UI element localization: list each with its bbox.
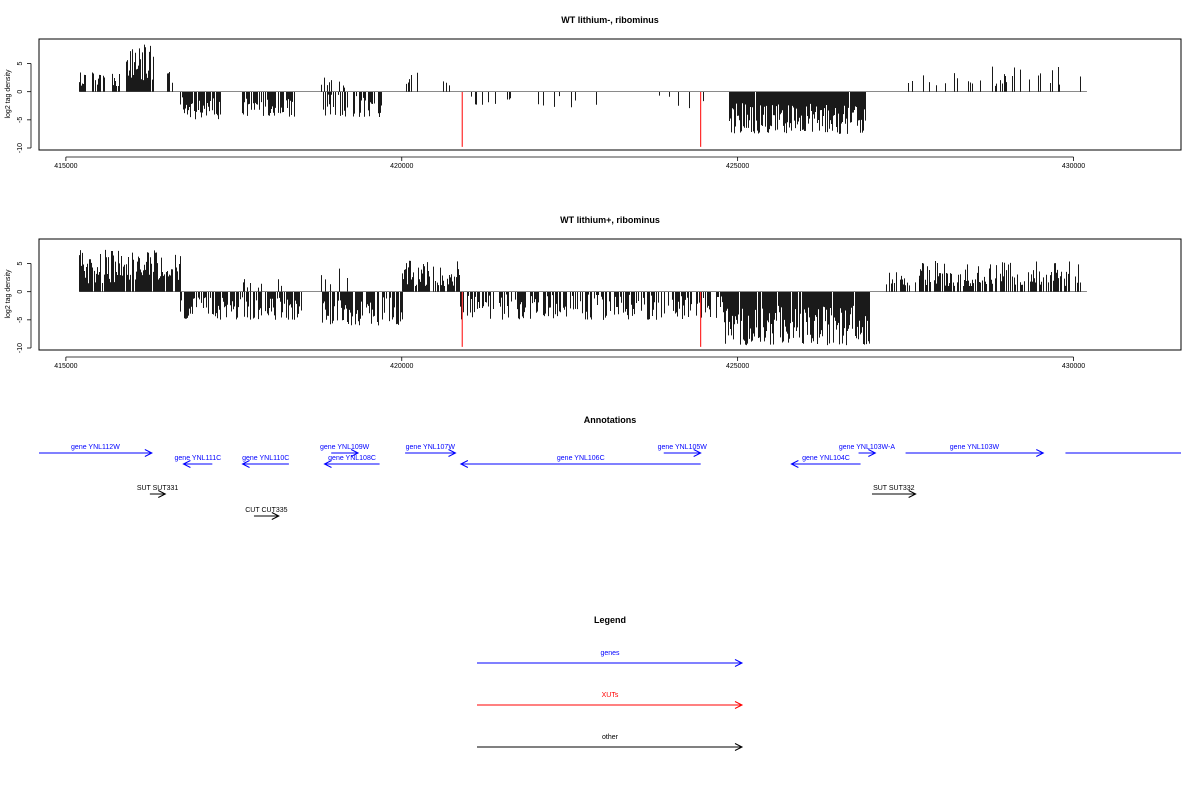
track-title: WT lithium+, ribominus xyxy=(560,215,660,225)
legend-entry-xut: XUTs xyxy=(477,692,744,709)
feature-label: gene YNL103W-A xyxy=(839,444,895,451)
track-panel-lithium-minus: WT lithium-, ribominus log2 tag density … xyxy=(5,15,1182,170)
feature-gene-ynl111c: gene YNL111C xyxy=(175,455,222,468)
y-tick-label: 5 xyxy=(17,61,24,65)
feature-gene-ynl109w: gene YNL109W xyxy=(320,444,370,457)
y-tick-label: -5 xyxy=(17,317,24,323)
arrow-head xyxy=(1036,449,1045,457)
y-axis: -10 -5 0 5 xyxy=(17,261,32,353)
arrow-head xyxy=(323,460,332,468)
track-title: WT lithium-, ribominus xyxy=(561,15,659,25)
feature-cut-cut335: CUT CUT335 xyxy=(245,507,288,520)
legend-entries: genes XUTs other xyxy=(477,650,744,751)
arrow-head xyxy=(182,460,191,468)
feature-label: gene YNL112W xyxy=(71,444,120,451)
feature-label: SUT SUT331 xyxy=(137,485,179,492)
feature-gene-ynl106c: gene YNL106C xyxy=(459,455,701,468)
x-axis: 415000 420000 425000 430000 xyxy=(54,156,1085,170)
arrow-head xyxy=(734,743,744,751)
xut-marks xyxy=(461,91,702,147)
arrow-head xyxy=(734,659,744,667)
x-tick-label: 425000 xyxy=(726,363,749,370)
track-panel-lithium-plus: WT lithium+, ribominus log2 tag density … xyxy=(5,215,1182,370)
legend-label: genes xyxy=(600,650,620,657)
feature-label: SUT SUT332 xyxy=(873,485,915,492)
feature-gene-ynl103w: gene YNL103W xyxy=(905,444,1045,457)
legend-label: other xyxy=(602,734,619,741)
feature-label: gene YNL107W xyxy=(406,444,456,451)
feature-label: gene YNL108C xyxy=(328,455,376,462)
arrow-head xyxy=(734,701,744,709)
feature-label: gene YNL109W xyxy=(320,444,370,451)
feature-gene-ynl107w: gene YNL107W xyxy=(405,444,457,457)
x-tick-label: 415000 xyxy=(54,163,77,170)
y-tick-label: -10 xyxy=(17,343,24,353)
y-axis-label: log2 tag density xyxy=(5,269,12,319)
x-tick-label: 430000 xyxy=(1062,163,1085,170)
legend: Legend genes XUTs other xyxy=(477,615,744,751)
y-tick-label: -5 xyxy=(17,117,24,123)
feature-label: gene YNL105W xyxy=(658,444,708,451)
arrow-head xyxy=(350,449,360,457)
arrow-head xyxy=(448,449,457,457)
y-axis: -10 -5 0 5 xyxy=(17,61,32,153)
y-axis-label: log2 tag density xyxy=(5,69,12,119)
arrow-head xyxy=(271,512,280,520)
x-tick-label: 420000 xyxy=(390,163,413,170)
plot-frame xyxy=(38,38,1182,151)
arrow-head xyxy=(908,490,917,498)
feature-list: gene YNL112W gene YNL111C gene YNL110C gene… xyxy=(39,444,1181,520)
x-tick-label: 415000 xyxy=(54,363,77,370)
feature-label: gene YNL110C xyxy=(242,455,289,462)
xut-marks xyxy=(461,291,702,347)
signal-bars xyxy=(79,44,1081,134)
x-axis: 415000 420000 425000 430000 xyxy=(54,356,1085,370)
feature-label: gene YNL104C xyxy=(802,455,850,462)
y-tick-label: -10 xyxy=(17,143,24,153)
arrow-head xyxy=(868,449,877,457)
feature-label: CUT CUT335 xyxy=(245,507,287,514)
feature-gene-ynl104c: gene YNL104C xyxy=(790,455,861,468)
feature-label: gene YNL103W xyxy=(950,444,1000,451)
feature-label: gene YNL106C xyxy=(557,455,605,462)
feature-gene-ynl112w: gene YNL112W xyxy=(39,444,153,457)
feature-gene-ynl105w: gene YNL105W xyxy=(658,444,708,457)
plot-frame xyxy=(38,238,1182,351)
feature-gene-ynl110c: gene YNL110C xyxy=(241,455,289,468)
feature-sut-sut332: SUT SUT332 xyxy=(871,485,917,498)
arrow-head xyxy=(158,490,167,498)
arrow-head xyxy=(241,460,250,468)
arrow-head xyxy=(790,460,799,468)
annotations-title: Annotations xyxy=(584,415,637,425)
legend-entry-gene: genes xyxy=(477,650,744,667)
arrow-head xyxy=(459,460,469,468)
y-tick-label: 0 xyxy=(17,290,24,294)
feature-gene-ynl103w-a: gene YNL103W-A xyxy=(839,444,895,457)
signal-bars xyxy=(79,249,1081,346)
x-tick-label: 430000 xyxy=(1062,363,1085,370)
y-tick-label: 0 xyxy=(17,90,24,94)
arrow-head xyxy=(693,449,702,457)
feature-sut-sut331: SUT SUT331 xyxy=(137,485,179,498)
legend-title: Legend xyxy=(594,615,626,625)
legend-label: XUTs xyxy=(602,692,619,699)
feature-label: gene YNL111C xyxy=(175,455,222,462)
feature-gene-ynl108c: gene YNL108C xyxy=(323,455,380,468)
x-tick-label: 420000 xyxy=(390,363,413,370)
legend-entry-other: other xyxy=(477,734,744,751)
y-tick-label: 5 xyxy=(17,261,24,265)
arrow-head xyxy=(144,449,153,457)
x-tick-label: 425000 xyxy=(726,163,749,170)
